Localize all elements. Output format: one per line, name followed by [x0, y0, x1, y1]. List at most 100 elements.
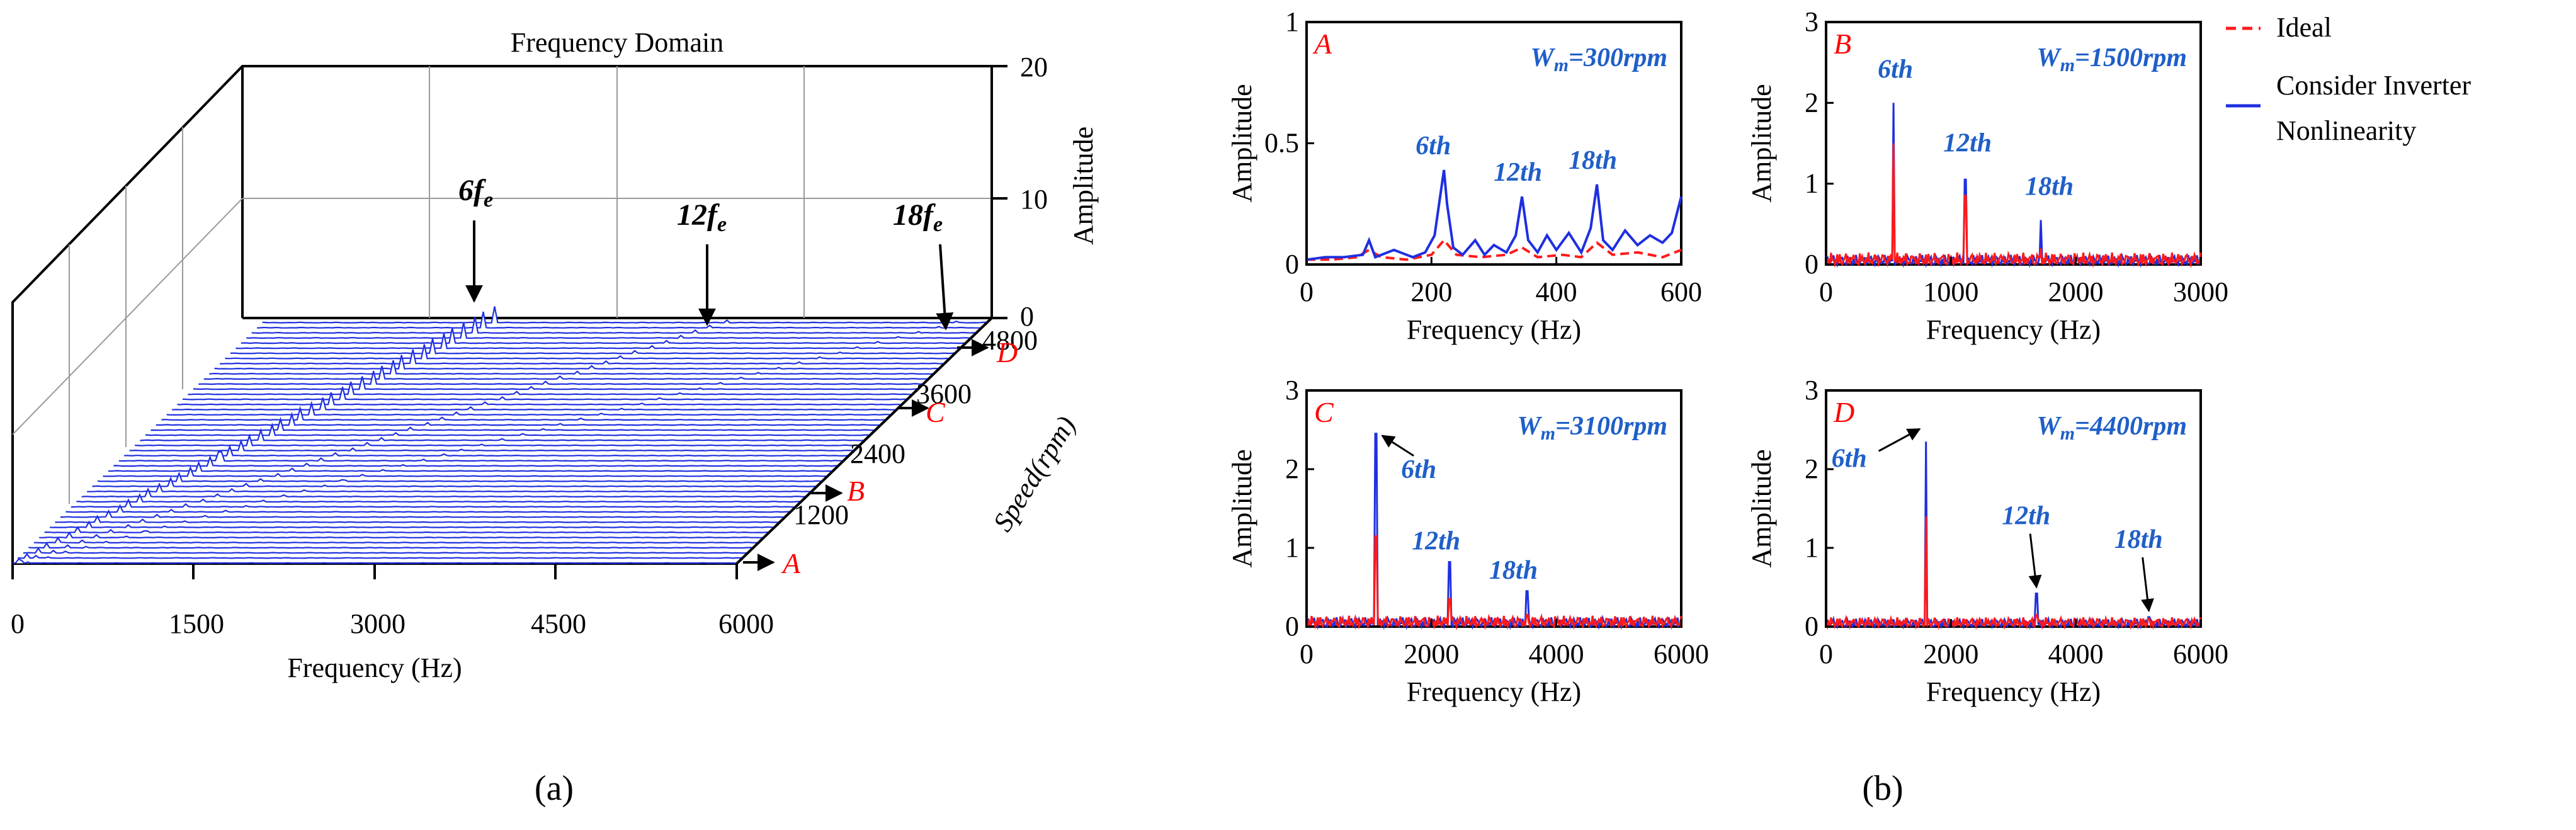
harmonic-label: 18th [1489, 556, 1538, 585]
harmonic-label: 6th [1878, 55, 1913, 84]
legend: Ideal Consider Inverter Nonlinearity [2226, 12, 2471, 146]
x-tick-label: 0 [1819, 276, 1833, 307]
waterfall-title: Frequency Domain [511, 27, 723, 58]
waterfall-trace [129, 438, 854, 452]
waterfall-trace-mask [87, 484, 812, 492]
waterfall-trace [262, 306, 987, 324]
series-ideal [1825, 516, 2202, 630]
waterfall-trace [145, 422, 870, 436]
waterfall-trace [81, 487, 806, 498]
series-inverter [1305, 433, 1682, 630]
y-tick-label: 2 [1285, 453, 1299, 484]
waterfall-trace-mask [225, 344, 950, 359]
x-tick-label: 2000 [2048, 276, 2104, 307]
x-tick-label: 6000 [718, 608, 774, 639]
y-axis-ticks: 1200 2400 3600 4800 [793, 325, 1038, 530]
harmonic-label: 6th [1832, 444, 1867, 473]
waterfall-trace [18, 552, 742, 559]
series-inverter [1306, 169, 1682, 261]
z-axis-ticks: 20 10 0 [992, 52, 1048, 332]
annotation-6fe: 6fe [458, 174, 493, 212]
y-tick-label: 1 [1805, 168, 1819, 199]
waterfall-trace [140, 428, 865, 441]
x-tick-label: 600 [1660, 276, 1702, 307]
waterfall-trace [71, 498, 795, 508]
x-tick-label: 4500 [531, 608, 586, 639]
waterfall-trace-mask [241, 327, 965, 344]
waterfall-trace [257, 311, 982, 329]
waterfall-trace [23, 547, 747, 554]
x-axis-label: Frequency (Hz) [1926, 314, 2101, 345]
waterfall-trace [166, 401, 891, 416]
x-tick-label: 1500 [169, 608, 224, 639]
waterfall-trace [177, 392, 902, 406]
x-axis-label: Frequency (Hz) [1407, 676, 1581, 707]
panel-frame [1825, 21, 2202, 266]
x-tick-label: 400 [1536, 276, 1577, 307]
y-tick-label: 1200 [793, 499, 849, 530]
waterfall-trace [76, 492, 801, 503]
y-tick-label: 2 [1805, 453, 1819, 484]
waterfall-trace [225, 344, 950, 360]
waterfall-trace [214, 355, 939, 370]
waterfall-trace-mask [209, 360, 934, 374]
waterfall-trace [246, 322, 971, 339]
annotation-18fe: 18fe [893, 198, 943, 236]
waterfall-trace-mask [98, 473, 822, 482]
waterfall-trace [220, 349, 945, 365]
z-axis-label: Amplitude [1068, 127, 1099, 245]
y-axis-label: Amplitude [1227, 84, 1257, 202]
waterfall-trace [172, 397, 897, 411]
waterfall-trace-mask [33, 538, 758, 543]
x-tick-label: 1000 [1923, 276, 1978, 307]
speed-marker-C: C [926, 396, 946, 428]
waterfall-trace [103, 465, 827, 477]
harmonic-label: 18th [1569, 146, 1617, 175]
panel-C: 0 2000 4000 6000 0 1 2 3 Frequency (Hz) Amplitude… [1227, 375, 1709, 707]
waterfall-trace-mask [108, 462, 832, 472]
x-tick-label: 0 [11, 608, 25, 639]
x-tick-label: 6000 [1654, 639, 1709, 669]
z-tick-label: 0 [1020, 301, 1034, 332]
x-tick-label: 200 [1410, 276, 1452, 307]
series-ideal [1825, 143, 2202, 268]
y-tick-label: 1 [1285, 532, 1299, 563]
speed-marker-D: D [996, 336, 1018, 368]
waterfall-trace-mask [262, 306, 987, 323]
x-tick-label: 3000 [350, 608, 406, 639]
waterfall-trace [65, 504, 790, 513]
harmonic-label: 12th [2002, 502, 2050, 531]
speed-label: Wm=4400rpm [2036, 412, 2187, 444]
waterfall-trace-mask [220, 350, 945, 364]
waterfall-trace [198, 370, 923, 385]
waterfall-trace-mask [251, 317, 976, 333]
y-tick-label: 0 [1285, 611, 1299, 642]
waterfall-trace [92, 476, 817, 487]
waterfall-trace-mask [103, 467, 827, 477]
speed-label: Wm=300rpm [1530, 43, 1667, 76]
speed-marker-A: A [781, 547, 801, 579]
waterfall-trace [108, 460, 832, 472]
panel-letter: A [1312, 28, 1332, 60]
waterfall-trace [182, 387, 907, 401]
y-axis-label: Speed(rpm) [987, 411, 1082, 537]
waterfall-trace [97, 471, 822, 482]
speed-label: Wm=3100rpm [1517, 412, 1667, 444]
harmonic-label: 12th [1943, 128, 1992, 157]
panel-letter: C [1314, 396, 1334, 428]
series-ideal [1307, 238, 1682, 261]
waterfall-trace [161, 406, 886, 421]
waterfall-trace [156, 411, 880, 426]
panel-A: 0 200 400 600 0 0.5 1 Frequency (Hz) Amplitude A W… [1227, 6, 1702, 345]
waterfall-trace [124, 444, 849, 457]
waterfall-trace [28, 542, 753, 549]
x-tick-label: 0 [1300, 276, 1314, 307]
annotation-12fe: 12fe [677, 198, 727, 236]
waterfall-trace-mask [92, 478, 817, 487]
waterfall-traces [12, 306, 987, 564]
panel-B: 0 1000 2000 3000 0 1 2 3 Frequency (Hz) Amplitude… [1746, 6, 2228, 345]
y-tick-label: 3 [1285, 375, 1299, 406]
y-tick-label: 3 [1805, 375, 1819, 406]
waterfall-trace [188, 382, 912, 395]
